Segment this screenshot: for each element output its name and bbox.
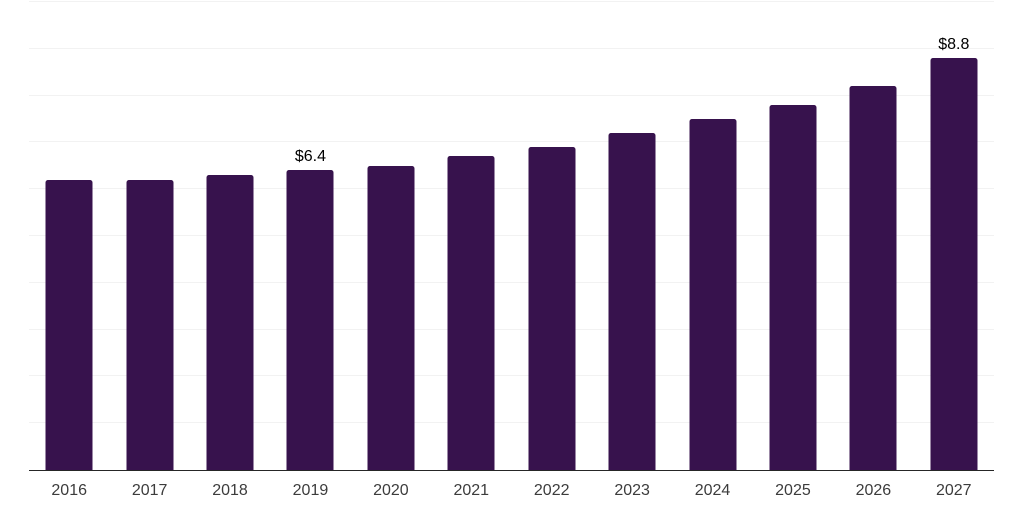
bar-2019 xyxy=(286,170,334,470)
bar-2021 xyxy=(447,156,495,470)
x-tick-2017: 2017 xyxy=(131,482,168,499)
bar-2020 xyxy=(367,165,415,470)
gridline-1 xyxy=(29,422,994,424)
gridline-3 xyxy=(29,328,994,330)
x-tick-2023: 2023 xyxy=(614,482,650,499)
bar-2018 xyxy=(206,175,254,470)
x-tick-2016: 2016 xyxy=(51,482,87,499)
gridline-9 xyxy=(29,47,994,49)
bar-2023 xyxy=(608,133,656,470)
bar-2024 xyxy=(689,119,737,470)
plot-area: $6.4 $8.8 xyxy=(29,1,994,471)
data-label-2019: $6.4 xyxy=(294,148,327,166)
gridline-6 xyxy=(29,188,994,190)
x-tick-2018: 2018 xyxy=(212,482,248,499)
bar-2025 xyxy=(769,104,817,470)
x-tick-2019: 2019 xyxy=(292,482,329,499)
x-axis-tick-labels: 2016 2017 2018 2019 2020 2021 2022 2023 2024 2025… xyxy=(29,482,994,504)
x-tick-2027: 2027 xyxy=(935,482,972,499)
gridline-5 xyxy=(29,235,994,236)
x-tick-2022: 2022 xyxy=(533,482,570,499)
bar-2026 xyxy=(849,86,897,470)
bar-2016 xyxy=(45,179,93,470)
bar-2022 xyxy=(528,147,576,470)
x-tick-2026: 2026 xyxy=(855,482,892,499)
x-tick-2024: 2024 xyxy=(694,482,731,499)
gridline-8 xyxy=(29,94,994,96)
x-tick-2021: 2021 xyxy=(453,482,490,499)
bar-2017 xyxy=(126,179,174,470)
x-tick-2025: 2025 xyxy=(775,482,811,499)
gridline-10 xyxy=(29,1,994,2)
gridline-2 xyxy=(29,375,994,377)
data-label-2027: $8.8 xyxy=(938,35,970,53)
x-tick-2020: 2020 xyxy=(373,482,409,499)
gridline-7 xyxy=(29,141,994,143)
bar-2027 xyxy=(930,58,978,470)
gridline-4 xyxy=(29,281,994,283)
